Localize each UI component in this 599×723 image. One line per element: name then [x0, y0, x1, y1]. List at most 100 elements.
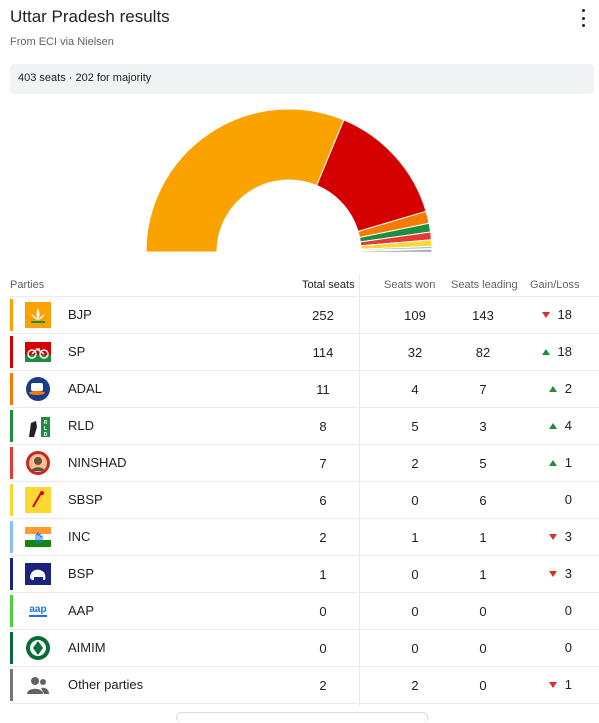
party-name: Other parties	[68, 677, 144, 692]
party-color-bar	[10, 447, 13, 479]
seats-leading-value: 82	[475, 345, 491, 360]
gain-loss-value: 0	[564, 492, 572, 507]
seat-hemicycle-chart	[145, 108, 433, 253]
gain-loss-cell: 0	[528, 492, 588, 507]
total-seats-value: 7	[319, 456, 327, 471]
party-name: SBSP	[68, 492, 103, 507]
seats-won-value: 2	[411, 456, 419, 471]
table-row[interactable]: Other parties 2 2 0 1	[10, 667, 599, 704]
seats-won-value: 0	[411, 567, 419, 582]
table-row[interactable]: AIMIM 0 0 0 0	[10, 630, 599, 667]
table-row[interactable]: aap AAP 0 0 0 0	[10, 593, 599, 630]
slice-bjp[interactable]	[145, 108, 345, 253]
gain-loss-value: 3	[564, 566, 572, 581]
seats-summary-text: 403 seats · 202 for majority	[18, 72, 152, 84]
table-row[interactable]: SBSP 6 0 6 0	[10, 482, 599, 519]
total-seats-value: 252	[312, 308, 334, 323]
party-color-bar	[10, 299, 13, 331]
seats-leading-value: 0	[479, 678, 487, 693]
gain-loss-cell: 18	[528, 344, 588, 359]
aap-logo-icon: aap	[24, 597, 52, 625]
seats-won-value: 2	[411, 678, 419, 693]
table-row[interactable]: R L D RLD 8 5 3 4	[10, 408, 599, 445]
seats-leading-value: 0	[479, 641, 487, 656]
gain-up-icon	[548, 385, 557, 392]
gain-loss-value: 1	[564, 677, 572, 692]
total-seats-value: 8	[319, 419, 327, 434]
header-parties: Parties	[10, 279, 45, 291]
gain-up-icon	[548, 459, 557, 466]
seats-summary-bar: 403 seats · 202 for majority	[10, 64, 594, 94]
loss-down-icon	[548, 570, 557, 577]
page-title: Uttar Pradesh results	[10, 7, 170, 26]
table-header: Parties Total seats Seats won Seats lead…	[10, 274, 599, 297]
header-seats-leading[interactable]: Seats leading	[451, 279, 518, 291]
total-seats-value: 0	[319, 641, 327, 656]
party-color-bar	[10, 336, 13, 368]
gain-loss-value: 0	[564, 603, 572, 618]
total-seats-value: 1	[319, 567, 327, 582]
party-name: NINSHAD	[68, 455, 127, 470]
gain-loss-cell: 3	[528, 566, 588, 581]
party-color-bar	[10, 595, 13, 627]
gain-loss-value: 0	[564, 640, 572, 655]
people-icon	[24, 671, 52, 699]
elephant-icon	[24, 560, 52, 588]
table-row[interactable]: NINSHAD 7 2 5 1	[10, 445, 599, 482]
gain-loss-value: 18	[557, 344, 572, 359]
total-seats-value: 11	[316, 382, 330, 397]
more-button[interactable]	[176, 712, 428, 723]
gain-loss-cell: 1	[528, 677, 588, 692]
source-subtitle: From ECI via Nielsen	[10, 36, 114, 48]
walking-stick-icon	[24, 486, 52, 514]
header-gain-loss[interactable]: Gain/Loss	[530, 279, 580, 291]
gain-loss-cell: 0	[528, 640, 588, 655]
kite-icon	[24, 634, 52, 662]
table-row[interactable]: BSP 1 0 1 3	[10, 556, 599, 593]
seats-leading-value: 5	[479, 456, 487, 471]
lotus-icon	[24, 301, 52, 329]
portrait-icon	[24, 449, 52, 477]
seats-won-value: 109	[404, 308, 426, 323]
svg-text:aap: aap	[29, 604, 46, 615]
gain-loss-value: 3	[564, 529, 572, 544]
seats-won-value: 4	[411, 382, 419, 397]
gain-up-icon	[541, 348, 550, 355]
gain-loss-cell: 18	[528, 307, 588, 322]
seats-leading-value: 6	[479, 493, 487, 508]
svg-text:D: D	[44, 432, 48, 438]
gain-loss-cell: 2	[528, 381, 588, 396]
gain-loss-value: 1	[564, 455, 572, 470]
more-vert-icon[interactable]	[577, 9, 589, 27]
table-row[interactable]: ADAL 11 4 7 2	[10, 371, 599, 408]
hand-flag-icon	[24, 523, 52, 551]
gain-loss-value: 4	[564, 418, 572, 433]
party-color-bar	[10, 373, 13, 405]
header-total-seats[interactable]: Total seats	[302, 279, 355, 291]
gain-loss-cell: 0	[528, 603, 588, 618]
slice-other-parties[interactable]	[360, 249, 433, 253]
gain-loss-cell: 1	[528, 455, 588, 470]
total-seats-value: 2	[319, 530, 327, 545]
party-color-bar	[10, 484, 13, 516]
results-table: Parties Total seats Seats won Seats lead…	[10, 274, 599, 704]
party-color-bar	[10, 521, 13, 553]
table-row[interactable]: BJP 252 109 143 18	[10, 297, 599, 334]
loss-down-icon	[548, 681, 557, 688]
total-seats-value: 0	[319, 604, 327, 619]
svg-text:R: R	[44, 420, 48, 426]
party-name: ADAL	[68, 381, 102, 396]
cup-saucer-icon	[24, 375, 52, 403]
seats-leading-value: 1	[479, 567, 487, 582]
table-row[interactable]: INC 2 1 1 3	[10, 519, 599, 556]
table-row[interactable]: SP 114 32 82 18	[10, 334, 599, 371]
column-divider	[359, 274, 360, 706]
party-name: BJP	[68, 307, 92, 322]
gain-loss-cell: 4	[528, 418, 588, 433]
seats-leading-value: 1	[479, 530, 487, 545]
party-color-bar	[10, 558, 13, 590]
header-seats-won[interactable]: Seats won	[384, 279, 436, 291]
party-color-bar	[10, 669, 13, 701]
bicycle-icon	[24, 338, 52, 366]
